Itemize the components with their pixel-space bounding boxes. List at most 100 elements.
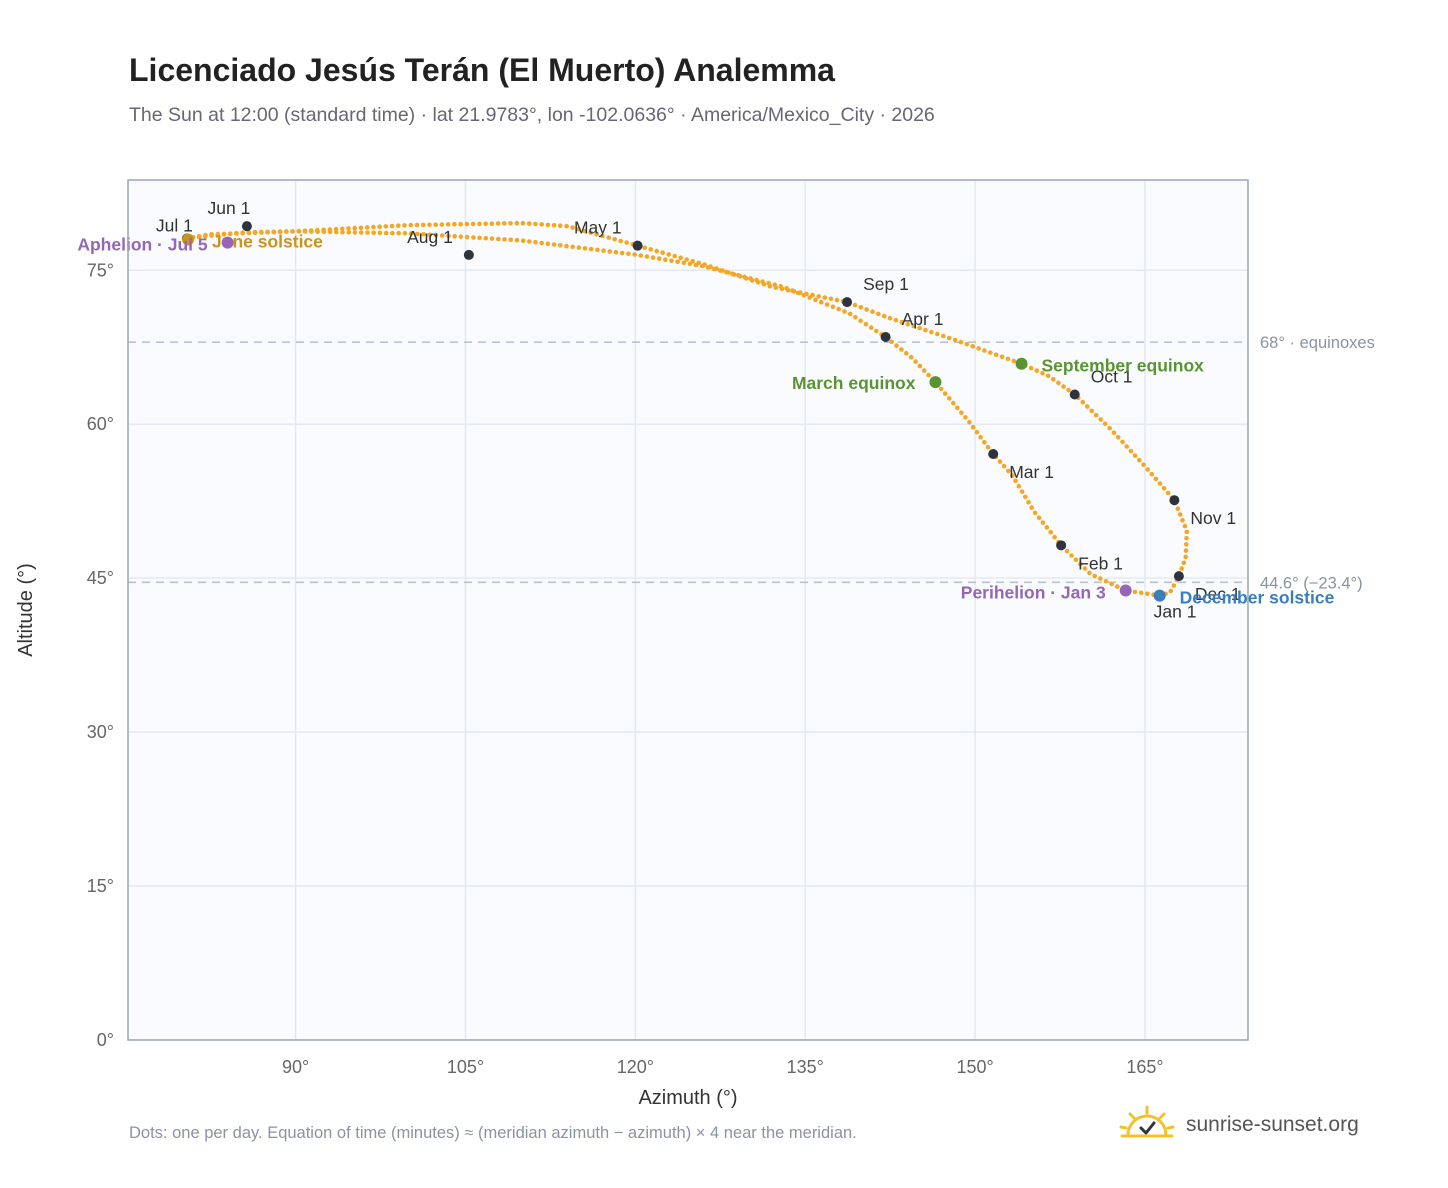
daily-dot: [389, 223, 395, 229]
daily-dot: [1044, 525, 1050, 530]
event-label: September equinox: [1042, 356, 1205, 376]
daily-dot: [941, 333, 946, 339]
daily-dot: [1115, 584, 1120, 589]
daily-dot: [1092, 573, 1097, 579]
x-tick-label: 120°: [617, 1057, 654, 1077]
brand[interactable]: sunrise-sunset.org: [1118, 1100, 1359, 1150]
month-marker: [842, 297, 853, 308]
daily-dot: [439, 222, 445, 227]
page-subtitle: The Sun at 12:00 (standard time) · lat 2…: [129, 104, 935, 126]
daily-dot: [935, 331, 940, 337]
daily-dot: [533, 239, 538, 245]
daily-dot: [1157, 481, 1163, 486]
daily-dot: [346, 230, 352, 235]
daily-dot: [917, 363, 923, 369]
daily-dot: [1184, 529, 1190, 535]
event-label: Aphelion · Jul 5: [77, 235, 208, 255]
daily-dot: [887, 315, 893, 321]
daily-dot: [1111, 430, 1117, 436]
daily-dot: [439, 233, 445, 238]
daily-dot: [594, 232, 599, 237]
daily-dot: [1093, 412, 1099, 418]
daily-dot: [749, 278, 755, 283]
daily-dot: [420, 222, 426, 228]
daily-dot: [1098, 417, 1103, 422]
daily-dot: [358, 230, 364, 235]
daily-dot: [847, 311, 853, 317]
daily-dot: [564, 243, 569, 249]
daily-dot: [997, 459, 1003, 464]
daily-dot: [346, 226, 351, 231]
daily-dot: [974, 429, 980, 435]
daily-dot: [502, 221, 507, 226]
daily-dot: [415, 231, 420, 237]
daily-dot: [678, 255, 683, 261]
daily-dot: [452, 222, 457, 227]
event-marker: [1153, 589, 1166, 602]
daily-dot: [863, 321, 869, 327]
month-marker: [241, 221, 252, 232]
daily-dot: [993, 352, 999, 358]
daily-dot: [959, 410, 964, 416]
daily-dot: [551, 242, 557, 247]
daily-dot: [402, 231, 408, 236]
brand-name[interactable]: sunrise-sunset.org: [1186, 1113, 1359, 1136]
daily-dot: [396, 223, 401, 228]
month-marker: [1173, 571, 1184, 582]
daily-dot: [489, 221, 495, 226]
daily-dot: [1165, 490, 1171, 496]
daily-dot: [874, 328, 879, 334]
daily-dot: [681, 260, 687, 266]
daily-dot: [402, 223, 407, 228]
daily-dot: [1149, 471, 1155, 477]
daily-dot: [520, 220, 526, 226]
daily-dot: [876, 311, 881, 317]
daily-dot: [1064, 548, 1070, 554]
daily-dot: [913, 359, 918, 364]
daily-dot: [626, 251, 631, 257]
daily-dot: [514, 220, 520, 226]
daily-dot: [408, 231, 414, 236]
daily-dot: [576, 227, 581, 232]
daily-dot: [539, 222, 544, 227]
daily-dot: [1082, 566, 1088, 571]
daily-dot: [526, 221, 532, 226]
event-markers: March equinox September equinox June solst…: [77, 232, 1334, 608]
daily-dot: [779, 286, 785, 292]
daily-dot: [1061, 384, 1066, 389]
footnote: Dots: one per day. Equation of time (min…: [129, 1124, 857, 1142]
daily-dot: [732, 272, 737, 277]
daily-dot: [283, 229, 289, 234]
daily-dot: [390, 230, 395, 236]
month-label: Dec 1: [1195, 584, 1241, 604]
daily-dot: [458, 221, 463, 227]
daily-dot: [514, 237, 520, 243]
daily-dot: [894, 343, 899, 348]
daily-dot: [352, 225, 358, 231]
daily-dot: [203, 234, 208, 239]
daily-dot: [196, 234, 202, 240]
daily-dot: [1089, 408, 1094, 414]
daily-dot: [955, 405, 960, 411]
daily-dot: [684, 257, 689, 262]
daily-dot: [1066, 387, 1071, 393]
daily-dot: [702, 262, 707, 267]
month-markers: Jan 1 Feb 1 Mar 1 Apr 1 May 1 Jun 1 Jul 1 Aug 1…: [156, 198, 1241, 621]
daily-dot: [1183, 548, 1189, 553]
daily-dot: [246, 230, 252, 235]
daily-dot: [938, 386, 944, 392]
daily-dot: [427, 232, 433, 237]
daily-dot: [1006, 468, 1011, 474]
daily-dot: [215, 232, 220, 238]
daily-dot: [340, 226, 345, 232]
daily-dot: [1171, 583, 1177, 588]
daily-dot: [271, 229, 277, 235]
daily-dot: [290, 229, 295, 234]
daily-dot: [520, 238, 526, 243]
daily-dot: [489, 236, 495, 241]
daily-dot: [952, 337, 958, 343]
daily-dot: [209, 233, 214, 238]
daily-dot: [308, 228, 314, 233]
daily-dot: [970, 344, 975, 349]
daily-dot: [1161, 486, 1167, 491]
